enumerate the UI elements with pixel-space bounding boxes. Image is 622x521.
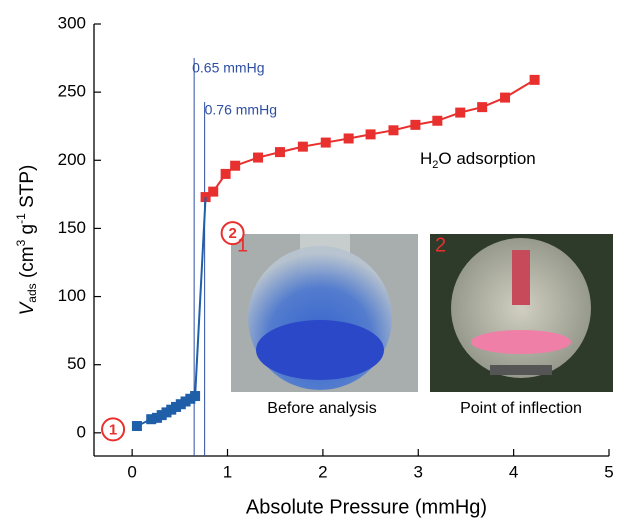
y-tick-label: 100 (58, 286, 86, 305)
x-axis-label: Absolute Pressure (mmHg) (246, 496, 487, 518)
photo-caption: Point of inflection (460, 400, 582, 417)
series-label-part: O adsorption (438, 149, 535, 168)
data-point (388, 125, 399, 136)
data-point (131, 421, 142, 432)
data-point (253, 152, 264, 163)
y-label-part: 3 (14, 239, 28, 246)
data-point (410, 119, 421, 130)
data-point (343, 133, 354, 144)
data-point (208, 186, 219, 197)
reference-label: 0.65 mmHg (192, 60, 264, 76)
data-point (146, 414, 157, 425)
x-tick-label: 5 (604, 462, 613, 481)
photo-inflection (430, 234, 613, 392)
series-label-part: H (420, 149, 432, 168)
data-point (320, 137, 331, 148)
photo-number: 2 (435, 234, 446, 256)
y-axis-label: Vads (cm3 g-1 STP) (14, 165, 39, 316)
photo-caption: Before analysis (267, 400, 376, 417)
marker-circle (220, 221, 245, 246)
photo-number: 1 (237, 234, 248, 256)
x-tick-label: 1 (223, 462, 232, 481)
y-label-part: (cm (17, 246, 38, 283)
data-point (455, 107, 466, 118)
y-label-part: V (17, 300, 38, 315)
x-tick-label: 4 (509, 462, 518, 481)
y-tick-label: 50 (67, 354, 86, 373)
data-point (432, 115, 443, 126)
data-point (220, 168, 231, 179)
x-tick-label: 0 (127, 462, 136, 481)
series-label-part: 2 (432, 159, 438, 171)
data-point (297, 141, 308, 152)
y-tick-label: 250 (58, 82, 86, 101)
transition-line (194, 197, 207, 397)
data-point (365, 129, 376, 140)
y-label-part: g (17, 224, 38, 240)
y-label-part: -1 (14, 213, 28, 224)
marker-label: 1 (109, 421, 117, 438)
photo-before (231, 234, 418, 392)
x-tick-label: 2 (318, 462, 327, 481)
x-tick-label: 3 (414, 462, 423, 481)
y-tick-label: 150 (58, 218, 86, 237)
data-point (230, 160, 241, 171)
y-tick-label: 0 (77, 422, 86, 441)
data-point (274, 147, 285, 158)
y-tick-label: 300 (58, 13, 86, 32)
data-point (500, 92, 511, 103)
series-label: H2O adsorption (420, 149, 536, 170)
data-point (477, 102, 488, 113)
reference-label: 0.76 mmHg (205, 102, 277, 118)
y-label-part: STP) (17, 165, 38, 214)
y-tick-label: 200 (58, 150, 86, 169)
marker-label: 2 (228, 225, 236, 242)
marker-circle (101, 417, 126, 442)
data-point (529, 74, 540, 85)
y-label-part: ads (25, 283, 39, 302)
